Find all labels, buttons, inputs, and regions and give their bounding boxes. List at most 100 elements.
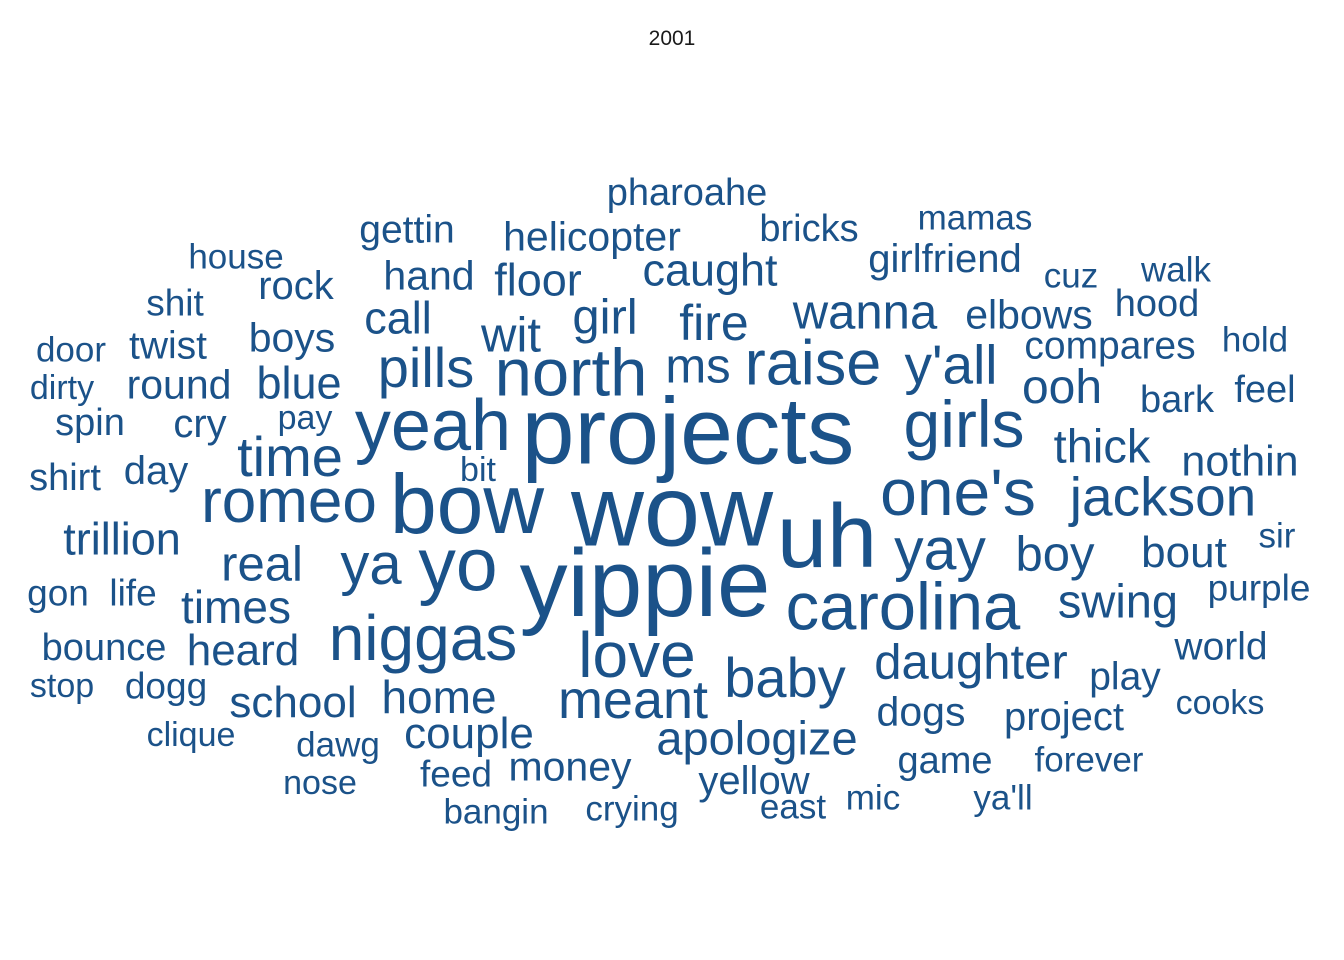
word-north: north	[494, 335, 648, 411]
word-nothin: nothin	[1181, 437, 1299, 486]
word-gettin: gettin	[359, 208, 455, 252]
word-couple: couple	[404, 709, 534, 758]
word-time: time	[237, 425, 343, 488]
word-meant: meant	[557, 670, 709, 730]
word-romeo: romeo	[201, 467, 377, 536]
word-caught: caught	[642, 244, 778, 296]
word-swing: swing	[1057, 574, 1179, 628]
word-wow: wow	[570, 455, 774, 568]
word-dogs: dogs	[876, 688, 966, 735]
word-dawg: dawg	[296, 725, 380, 765]
word-uh: uh	[776, 487, 878, 587]
word-boy: boy	[1015, 527, 1095, 582]
word-times: times	[181, 581, 291, 633]
word-cooks: cooks	[1175, 684, 1265, 722]
word-pay: pay	[277, 399, 333, 437]
word-mamas: mamas	[917, 198, 1033, 238]
word-hand: hand	[383, 252, 475, 299]
word-rock: rock	[258, 264, 334, 308]
word-play: play	[1089, 655, 1161, 699]
word-hold: hold	[1221, 320, 1289, 360]
word-daughter: daughter	[874, 635, 1068, 690]
word-floor: floor	[494, 254, 582, 306]
word-wit: wit	[481, 308, 541, 363]
word-trillion: trillion	[63, 513, 181, 565]
word-bricks: bricks	[759, 208, 859, 250]
word-bow: bow	[389, 457, 545, 551]
word-bout: bout	[1141, 528, 1227, 577]
word-mic: mic	[845, 778, 901, 818]
word-yippie: yippie	[519, 530, 771, 637]
word-thick: thick	[1053, 419, 1151, 473]
word-baby: baby	[724, 646, 846, 709]
word-pills: pills	[377, 336, 475, 399]
word-elbows: elbows	[965, 291, 1093, 338]
word-one-s: one's	[880, 455, 1036, 529]
word-wanna: wanna	[792, 285, 938, 340]
word-real: real	[221, 537, 303, 592]
word-ya-ll: ya'll	[973, 778, 1033, 818]
word-yeah: yeah	[354, 386, 512, 466]
word-hood: hood	[1114, 283, 1200, 325]
word-school: school	[229, 678, 357, 727]
word-clique: clique	[146, 716, 236, 754]
word-ooh: ooh	[1021, 361, 1103, 414]
word-pharoahe: pharoahe	[606, 172, 768, 214]
word-projects: projects	[521, 378, 855, 485]
word-feel: feel	[1234, 369, 1296, 411]
word-call: call	[364, 292, 432, 344]
word-feed: feed	[419, 753, 493, 795]
word-project: project	[1003, 695, 1125, 739]
word-door: door	[35, 330, 107, 370]
word-shirt: shirt	[29, 457, 101, 499]
word-yellow: yellow	[698, 759, 810, 803]
word-purple: purple	[1207, 567, 1311, 609]
word-bit: bit	[460, 451, 496, 489]
word-world: world	[1174, 625, 1268, 669]
word-love: love	[578, 619, 696, 691]
word-niggas: niggas	[328, 602, 518, 674]
word-home: home	[381, 671, 497, 723]
word-yay: yay	[894, 516, 986, 583]
word-ya: ya	[340, 532, 402, 597]
word-helicopter: helicopter	[503, 213, 681, 260]
word-round: round	[126, 361, 232, 408]
word-twist: twist	[129, 324, 207, 368]
word-crying: crying	[585, 789, 679, 829]
word-spin: spin	[55, 402, 125, 444]
plot-title: 2001	[648, 27, 696, 50]
word-apologize: apologize	[656, 711, 858, 765]
word-jackson: jackson	[1069, 465, 1257, 528]
word-girl: girl	[572, 290, 638, 345]
word-fire: fire	[679, 295, 749, 351]
word-sir: sir	[1258, 516, 1296, 556]
word-girlfriend: girlfriend	[868, 237, 1022, 281]
word-forever: forever	[1034, 740, 1144, 780]
word-nose: nose	[283, 764, 357, 802]
word-stop: stop	[29, 667, 95, 705]
word-day: day	[123, 449, 189, 493]
word-bangin: bangin	[443, 792, 549, 832]
word-gon: gon	[27, 572, 89, 614]
word-bounce: bounce	[41, 627, 167, 669]
word-girls: girls	[903, 387, 1025, 461]
word-bark: bark	[1140, 379, 1214, 421]
word-y-all: y'all	[904, 333, 998, 396]
word-game: game	[897, 740, 993, 782]
word-house: house	[188, 237, 284, 277]
word-raise: raise	[744, 328, 882, 399]
word-compares: compares	[1024, 324, 1196, 368]
word-money: money	[508, 743, 632, 790]
word-cuz: cuz	[1043, 256, 1099, 296]
word-walk: walk	[1140, 250, 1212, 290]
word-east: east	[759, 787, 827, 827]
word-dogg: dogg	[124, 665, 208, 707]
word-dirty: dirty	[29, 369, 95, 407]
word-carolina: carolina	[785, 569, 1021, 645]
word-yo: yo	[418, 522, 498, 607]
word-blue: blue	[256, 357, 342, 409]
word-shit: shit	[146, 282, 204, 324]
word-cry: cry	[173, 402, 227, 446]
word-boys: boys	[248, 314, 336, 361]
